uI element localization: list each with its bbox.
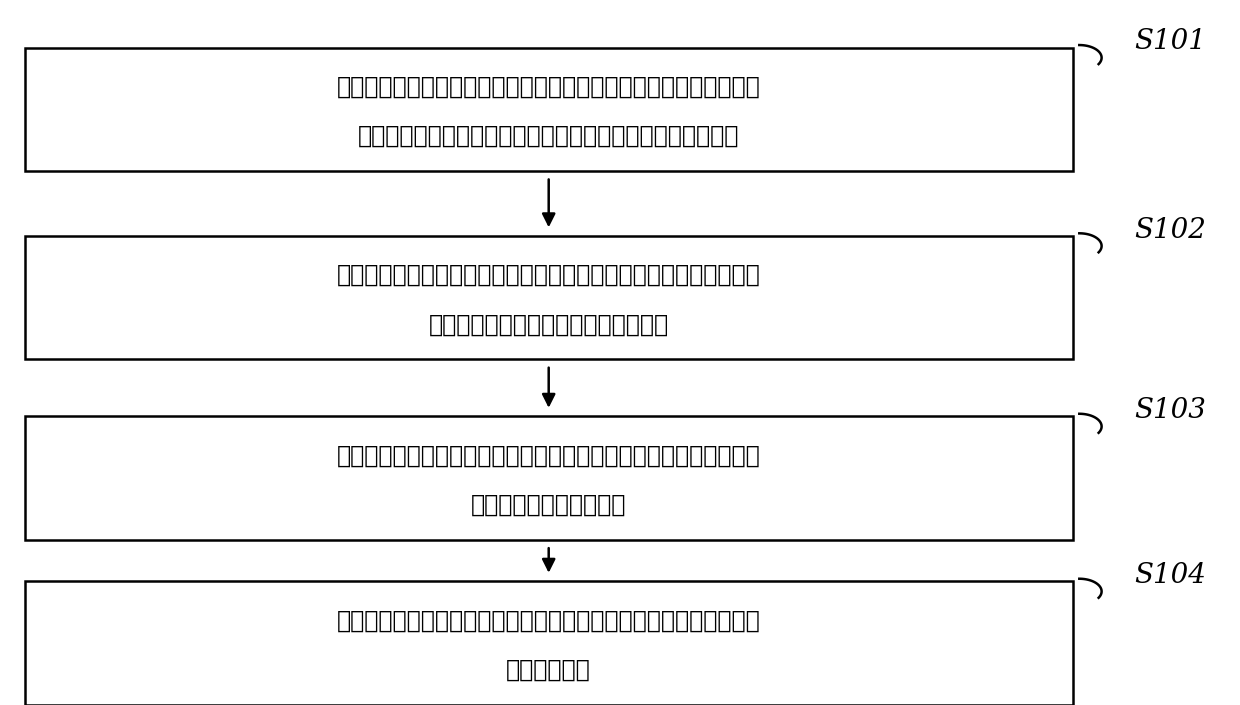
FancyBboxPatch shape <box>25 581 1073 705</box>
Text: 法将心电图进行打印操作: 法将心电图进行打印操作 <box>471 493 626 517</box>
Text: 异常数据信息: 异常数据信息 <box>506 658 591 682</box>
Text: 的处理心电数据的初始参数；通过操作键盘进行输入操作指令: 的处理心电数据的初始参数；通过操作键盘进行输入操作指令 <box>358 124 739 148</box>
Text: 利用数据处理程序对采集的心电信号进行心率异常判断；利用数据分: 利用数据处理程序对采集的心电信号进行心率异常判断；利用数据分 <box>337 263 760 287</box>
Text: 析程序对采集的心电数据进行分析处理: 析程序对采集的心电数据进行分析处理 <box>429 312 668 336</box>
Text: S103: S103 <box>1135 397 1207 424</box>
Text: S102: S102 <box>1135 216 1207 244</box>
FancyBboxPatch shape <box>25 48 1073 171</box>
Text: 通过电极放置在人体不同部位进行采集心电数据信息；通过心电图机: 通过电极放置在人体不同部位进行采集心电数据信息；通过心电图机 <box>337 75 760 99</box>
Text: 通过采用模块级联约束式显示器显示采集的心电数据、心电图和心率: 通过采用模块级联约束式显示器显示采集的心电数据、心电图和心率 <box>337 608 760 632</box>
FancyBboxPatch shape <box>25 235 1073 360</box>
Text: S104: S104 <box>1135 562 1207 589</box>
Text: S101: S101 <box>1135 28 1207 56</box>
Text: 利用报警器时刻对判别的异常数据进行报警通知；打印机通过蚁群算: 利用报警器时刻对判别的异常数据进行报警通知；打印机通过蚁群算 <box>337 443 760 467</box>
FancyBboxPatch shape <box>25 416 1073 540</box>
